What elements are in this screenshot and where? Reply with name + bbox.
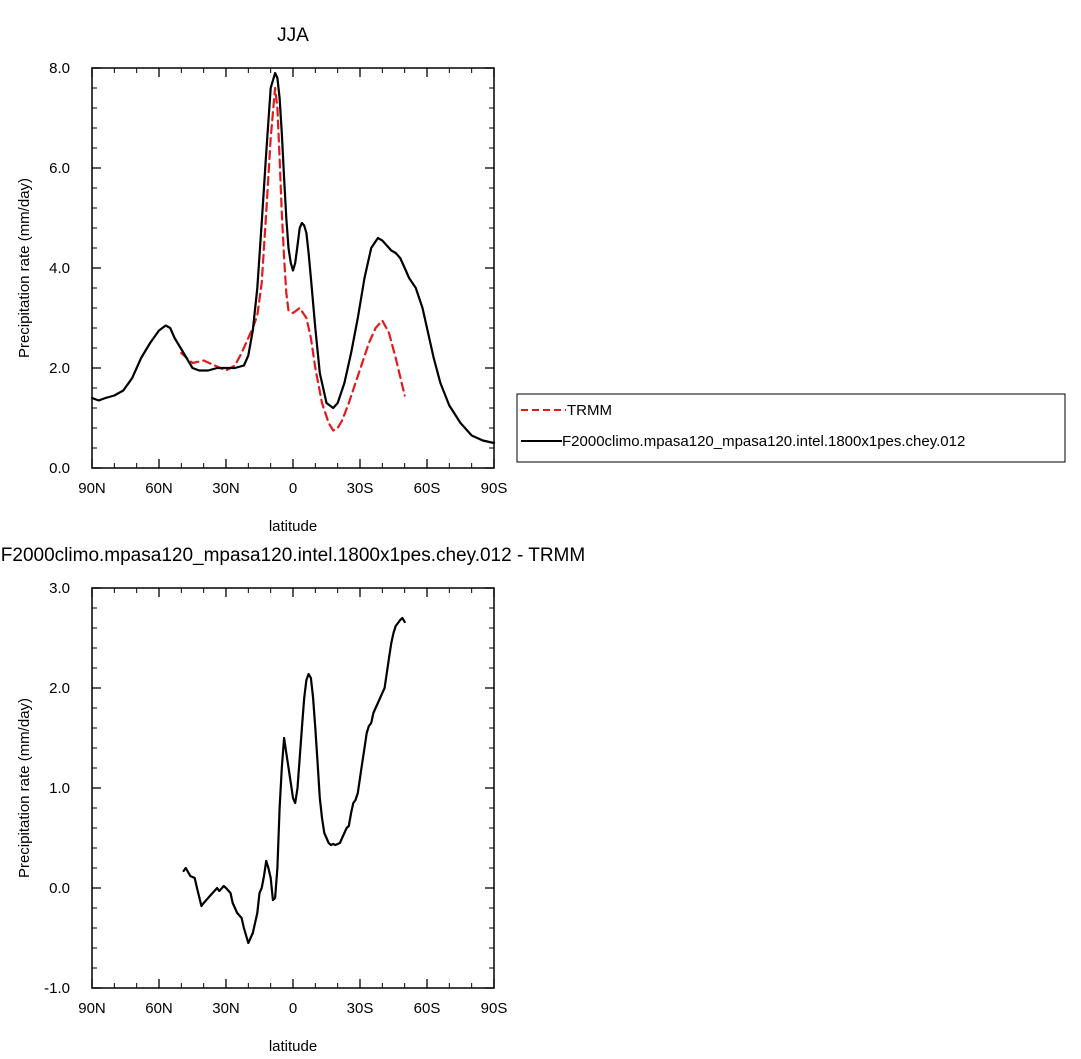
- x-tick-label: 30N: [212, 1000, 240, 1017]
- series-line-f2000climo-mpasa120-mpasa120-intel-1800x1pes-chey-012: [90, 71, 496, 445]
- difference-chart-title: F2000climo.mpasa120_mpasa120.intel.1800x…: [1, 545, 585, 566]
- x-axis: 90N 60N 30N 0 30S 60S 90S: [78, 68, 507, 497]
- y-tick-label: 0.0: [49, 460, 70, 477]
- legend-label-model: F2000climo.mpasa120_mpasa120.intel.1800x…: [562, 433, 965, 450]
- x-tick-label: 0: [289, 480, 297, 497]
- chart-title: JJA: [277, 25, 309, 46]
- y-tick-label: 6.0: [49, 160, 70, 177]
- y-tick-label: 3.0: [49, 580, 70, 597]
- y-axis: -1.0 0.0 1.0 2.0 3.0: [44, 580, 494, 997]
- x-axis: 90N 60N 30N 0 30S 60S 90S: [78, 588, 507, 1017]
- y-axis-label: Precipitation rate (mm/day): [16, 698, 33, 878]
- y-tick-label: 2.0: [49, 360, 70, 377]
- x-axis-label: latitude: [269, 518, 317, 535]
- series-group: [182, 616, 406, 945]
- top-panel: JJA 90N 60N 30N 0 30S 60S 90S 0.02.04.06.08.0 …: [16, 25, 507, 535]
- x-tick-label: 60N: [145, 1000, 173, 1017]
- y-axis: 0.0 2.0 4.0 6.0 8.0: [49, 60, 494, 477]
- x-tick-label: 90N: [78, 480, 106, 497]
- plot-frame: [91, 67, 495, 469]
- x-tick-label: 60S: [414, 1000, 441, 1017]
- y-axis-label: Precipitation rate (mm/day): [16, 178, 33, 358]
- x-tick-label: 90S: [481, 480, 508, 497]
- series-line-trmm: [180, 86, 406, 432]
- x-tick-label: 60S: [414, 480, 441, 497]
- x-tick-label: 30S: [347, 1000, 374, 1017]
- legend: TRMM F2000climo.mpasa120_mpasa120.intel.…: [516, 393, 1066, 463]
- x-axis-label: latitude: [269, 1038, 317, 1055]
- series-group: [90, 71, 496, 445]
- x-tick-label: 30N: [212, 480, 240, 497]
- y-tick-label: 2.0: [49, 680, 70, 697]
- x-tick-label: 60N: [145, 480, 173, 497]
- bottom-panel: F2000climo.mpasa120_mpasa120.intel.1800x…: [1, 545, 585, 1055]
- y-tick-label: -1.0: [44, 980, 70, 997]
- y-tick-label: 1.0: [49, 780, 70, 797]
- x-tick-label: 90N: [78, 1000, 106, 1017]
- y-tick-label: 4.0: [49, 260, 70, 277]
- y-tick-label: 8.0: [49, 60, 70, 77]
- plot-frame: [91, 587, 495, 989]
- series-line-difference: [182, 616, 406, 945]
- x-tick-label: 30S: [347, 480, 374, 497]
- legend-label-trmm: TRMM: [567, 402, 612, 419]
- y-tick-label: 0.0: [49, 880, 70, 897]
- x-tick-label: 0: [289, 1000, 297, 1017]
- legend-box: [516, 393, 1066, 463]
- x-tick-label: 90S: [481, 1000, 508, 1017]
